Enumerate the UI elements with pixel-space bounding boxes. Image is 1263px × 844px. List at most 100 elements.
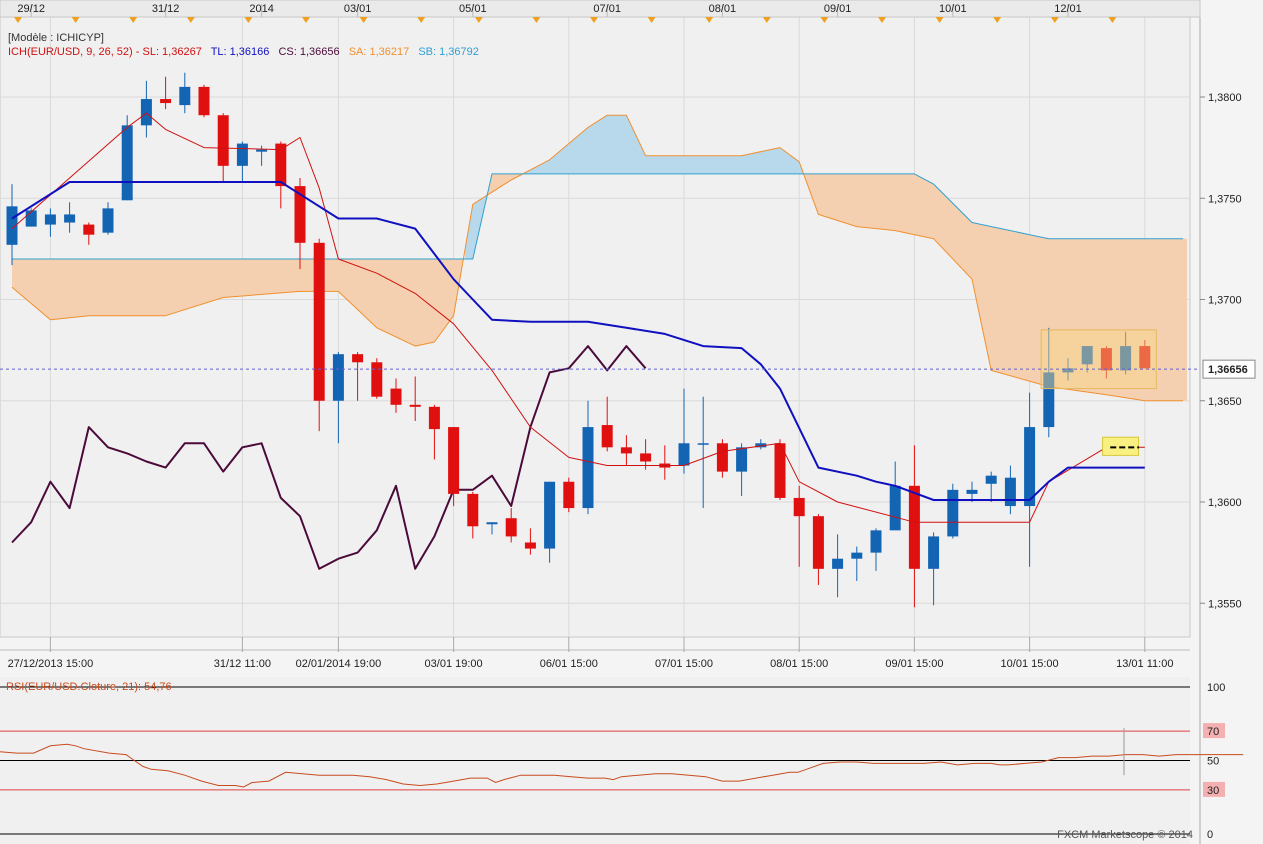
candle-body: [928, 536, 940, 569]
bullish-cloud: [524, 115, 803, 174]
candle: [448, 427, 460, 507]
time-tick-label: 31/12 11:00: [214, 658, 271, 670]
rsi-level-badge: [1203, 723, 1225, 739]
candle: [428, 404, 440, 460]
indicator-lines: [11, 114, 1184, 570]
session-marker: [244, 17, 253, 23]
candle-body: [275, 143, 287, 187]
candle: [908, 445, 920, 608]
candle: [198, 84, 210, 118]
time-tick-label: 09/01 15:00: [885, 658, 943, 670]
candle-body: [352, 354, 364, 363]
candle-body: [544, 481, 556, 549]
candle-body: [889, 485, 901, 531]
rsi-legend: RSI(EUR/USD.Cloture, 21): 54,76: [6, 681, 172, 693]
rsi-tick-label: 50: [1207, 756, 1219, 768]
candle-body: [1004, 477, 1016, 507]
copyright: FXCM Marketscope © 2014: [1057, 829, 1193, 841]
candle: [102, 202, 114, 235]
candle: [755, 439, 767, 450]
ichimoku-legend: ICH(EUR/USD, 9, 26, 52) - SL: 1,36267 TL…: [8, 46, 485, 58]
session-marker: [1108, 17, 1117, 23]
session-marker: [186, 17, 195, 23]
candle-body: [332, 354, 344, 401]
session-marker: [474, 17, 483, 23]
current-price-box: [1202, 359, 1256, 379]
candle: [505, 508, 517, 543]
model-label: [Modèle : ICHICYP]: [8, 32, 104, 44]
candle: [44, 208, 56, 237]
candle: [179, 72, 191, 114]
candle: [832, 534, 844, 598]
candle-body: [390, 388, 402, 405]
candle-body: [428, 406, 440, 430]
price-tick-label: 1,3800: [1208, 92, 1242, 104]
candle-body: [256, 149, 268, 152]
candle: [620, 435, 632, 466]
candle-body: [697, 443, 709, 445]
candles: [6, 72, 1151, 608]
top-date-label: 05/01: [459, 3, 487, 15]
top-date-label: 09/01: [824, 3, 852, 15]
candle: [870, 528, 882, 571]
candle-body: [294, 186, 306, 243]
price-tick-label: 1,3600: [1208, 497, 1242, 509]
candle: [390, 378, 402, 413]
candle: [64, 202, 76, 233]
top-date-label: 07/01: [593, 3, 621, 15]
top-date-label: 03/01: [344, 3, 372, 15]
candle-body: [812, 516, 824, 569]
sa-value: SA: 1,36217: [348, 46, 410, 58]
candle-body: [64, 214, 76, 223]
candle: [716, 439, 728, 478]
candle-body: [140, 99, 152, 126]
bullish-cloud: [465, 195, 487, 259]
candle: [678, 388, 690, 474]
candle-body: [313, 242, 325, 401]
candle: [640, 439, 652, 470]
indicator-lines-over: [0, 112, 1200, 523]
candle-body: [1120, 346, 1132, 371]
candle: [582, 400, 594, 515]
selection-box: [1040, 329, 1157, 390]
candle: [947, 483, 959, 539]
rsi-tick-label: 0: [1207, 829, 1213, 841]
time-tick-label: 27/12/2013 15:00: [8, 658, 94, 670]
candle-body: [966, 489, 978, 494]
session-marker: [302, 17, 310, 23]
session-marker: [935, 17, 944, 23]
candle: [851, 546, 863, 581]
candle-body: [371, 362, 383, 397]
candle: [371, 358, 383, 399]
candle: [352, 352, 364, 401]
candle: [524, 528, 536, 555]
candle-body: [908, 485, 920, 569]
session-marker: [705, 17, 714, 23]
candle-body: [582, 427, 594, 509]
time-tick-label: 03/01 19:00: [425, 658, 483, 670]
candle-body: [947, 489, 959, 537]
candle: [6, 184, 18, 266]
candle-body: [793, 497, 805, 517]
session-marker: [878, 17, 886, 23]
candle-body: [1062, 368, 1074, 373]
price-tick-label: 1,3650: [1208, 396, 1242, 408]
candle-body: [832, 558, 844, 569]
candle: [1120, 331, 1132, 375]
candle-body: [736, 447, 748, 472]
session-marker: [359, 17, 368, 23]
candle: [793, 485, 805, 567]
candle-body: [1100, 348, 1112, 371]
candle-body: [83, 224, 95, 235]
candle: [409, 376, 421, 421]
rsi-tick-label: 70: [1207, 726, 1219, 738]
top-date-label: 29/12: [17, 3, 45, 15]
candle-body: [1081, 346, 1093, 365]
price-tick-label: 1,3700: [1208, 295, 1242, 307]
session-marker: [762, 17, 771, 23]
candle: [1004, 465, 1016, 515]
candle-body: [640, 453, 652, 462]
rsi-level-badge: [1203, 781, 1225, 797]
